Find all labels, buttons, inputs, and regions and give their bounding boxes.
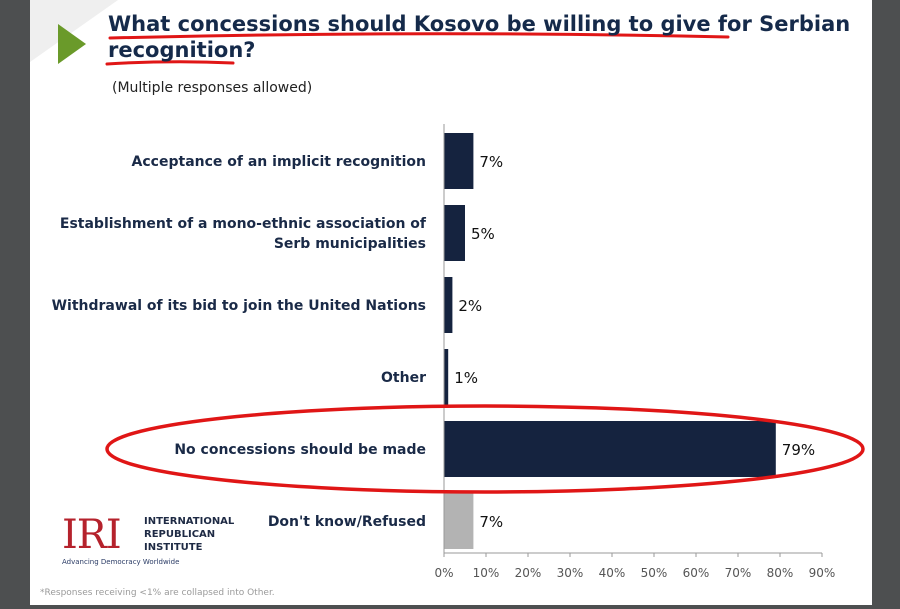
x-tick-label-4: 40% (599, 566, 626, 580)
iri-tagline: Advancing Democracy Worldwide (62, 558, 180, 566)
x-tick-label-5: 50% (641, 566, 668, 580)
decor-triangle (30, 0, 118, 62)
category-label-2-0: Withdrawal of its bid to join the United… (52, 298, 426, 314)
title-underline-2 (105, 60, 235, 66)
title-underline-1 (108, 32, 730, 40)
bar-3 (444, 349, 449, 405)
bar-value-label-2: 2% (458, 297, 482, 315)
iri-name-line2: REPUBLICAN (144, 529, 216, 540)
play-arrow-icon (58, 24, 86, 64)
bar-value-label-0: 7% (479, 153, 503, 171)
x-tick-label-8: 80% (767, 566, 794, 580)
bar-4 (444, 421, 776, 477)
bar-5 (444, 493, 474, 549)
bar-value-label-1: 5% (471, 225, 495, 243)
chart-title-line2: recognition? (108, 38, 256, 62)
labels-layer: 7% Acceptance of an implicit recognition 5… (52, 153, 816, 531)
bar-value-label-3: 1% (454, 369, 478, 387)
category-label-3-0: Other (381, 370, 426, 386)
x-tick-label-0: 0% (434, 566, 453, 580)
category-label-1-1: Serb municipalities (274, 236, 426, 252)
iri-logo: IRI INTERNATIONAL REPUBLICAN INSTITUTE A… (62, 513, 252, 573)
x-tick-label-6: 60% (683, 566, 710, 580)
iri-logo-mark: IRI (62, 512, 122, 558)
iri-name-line3: INSTITUTE (144, 542, 203, 553)
bars-layer (444, 133, 776, 549)
x-tick-label-2: 20% (515, 566, 542, 580)
chart-title-line1: What concessions should Kosovo be willin… (108, 12, 851, 36)
x-tick-label-3: 30% (557, 566, 584, 580)
bar-2 (444, 277, 453, 333)
bar-value-label-5: 7% (479, 513, 503, 531)
footnote: *Responses receiving <1% are collapsed i… (40, 588, 275, 598)
category-label-4-0: No concessions should be made (174, 442, 426, 458)
bar-0 (444, 133, 474, 189)
x-tick-label-9: 90% (809, 566, 836, 580)
category-label-0-0: Acceptance of an implicit recognition (132, 154, 426, 170)
chart-subtitle: (Multiple responses allowed) (112, 80, 313, 96)
bar-1 (444, 205, 465, 261)
x-tick-label-7: 70% (725, 566, 752, 580)
category-label-1-0: Establishment of a mono-ethnic associati… (60, 216, 427, 232)
x-tick-label-1: 10% (473, 566, 500, 580)
highlight-ellipse (105, 404, 865, 494)
axis-layer: 0% 10% 20% 30% 40% 50% 60% 70% 80% 90% (434, 124, 835, 580)
iri-name-line1: INTERNATIONAL (144, 516, 235, 527)
bar-value-label-4: 79% (782, 441, 815, 459)
category-label-5-0: Don't know/Refused (268, 514, 426, 530)
